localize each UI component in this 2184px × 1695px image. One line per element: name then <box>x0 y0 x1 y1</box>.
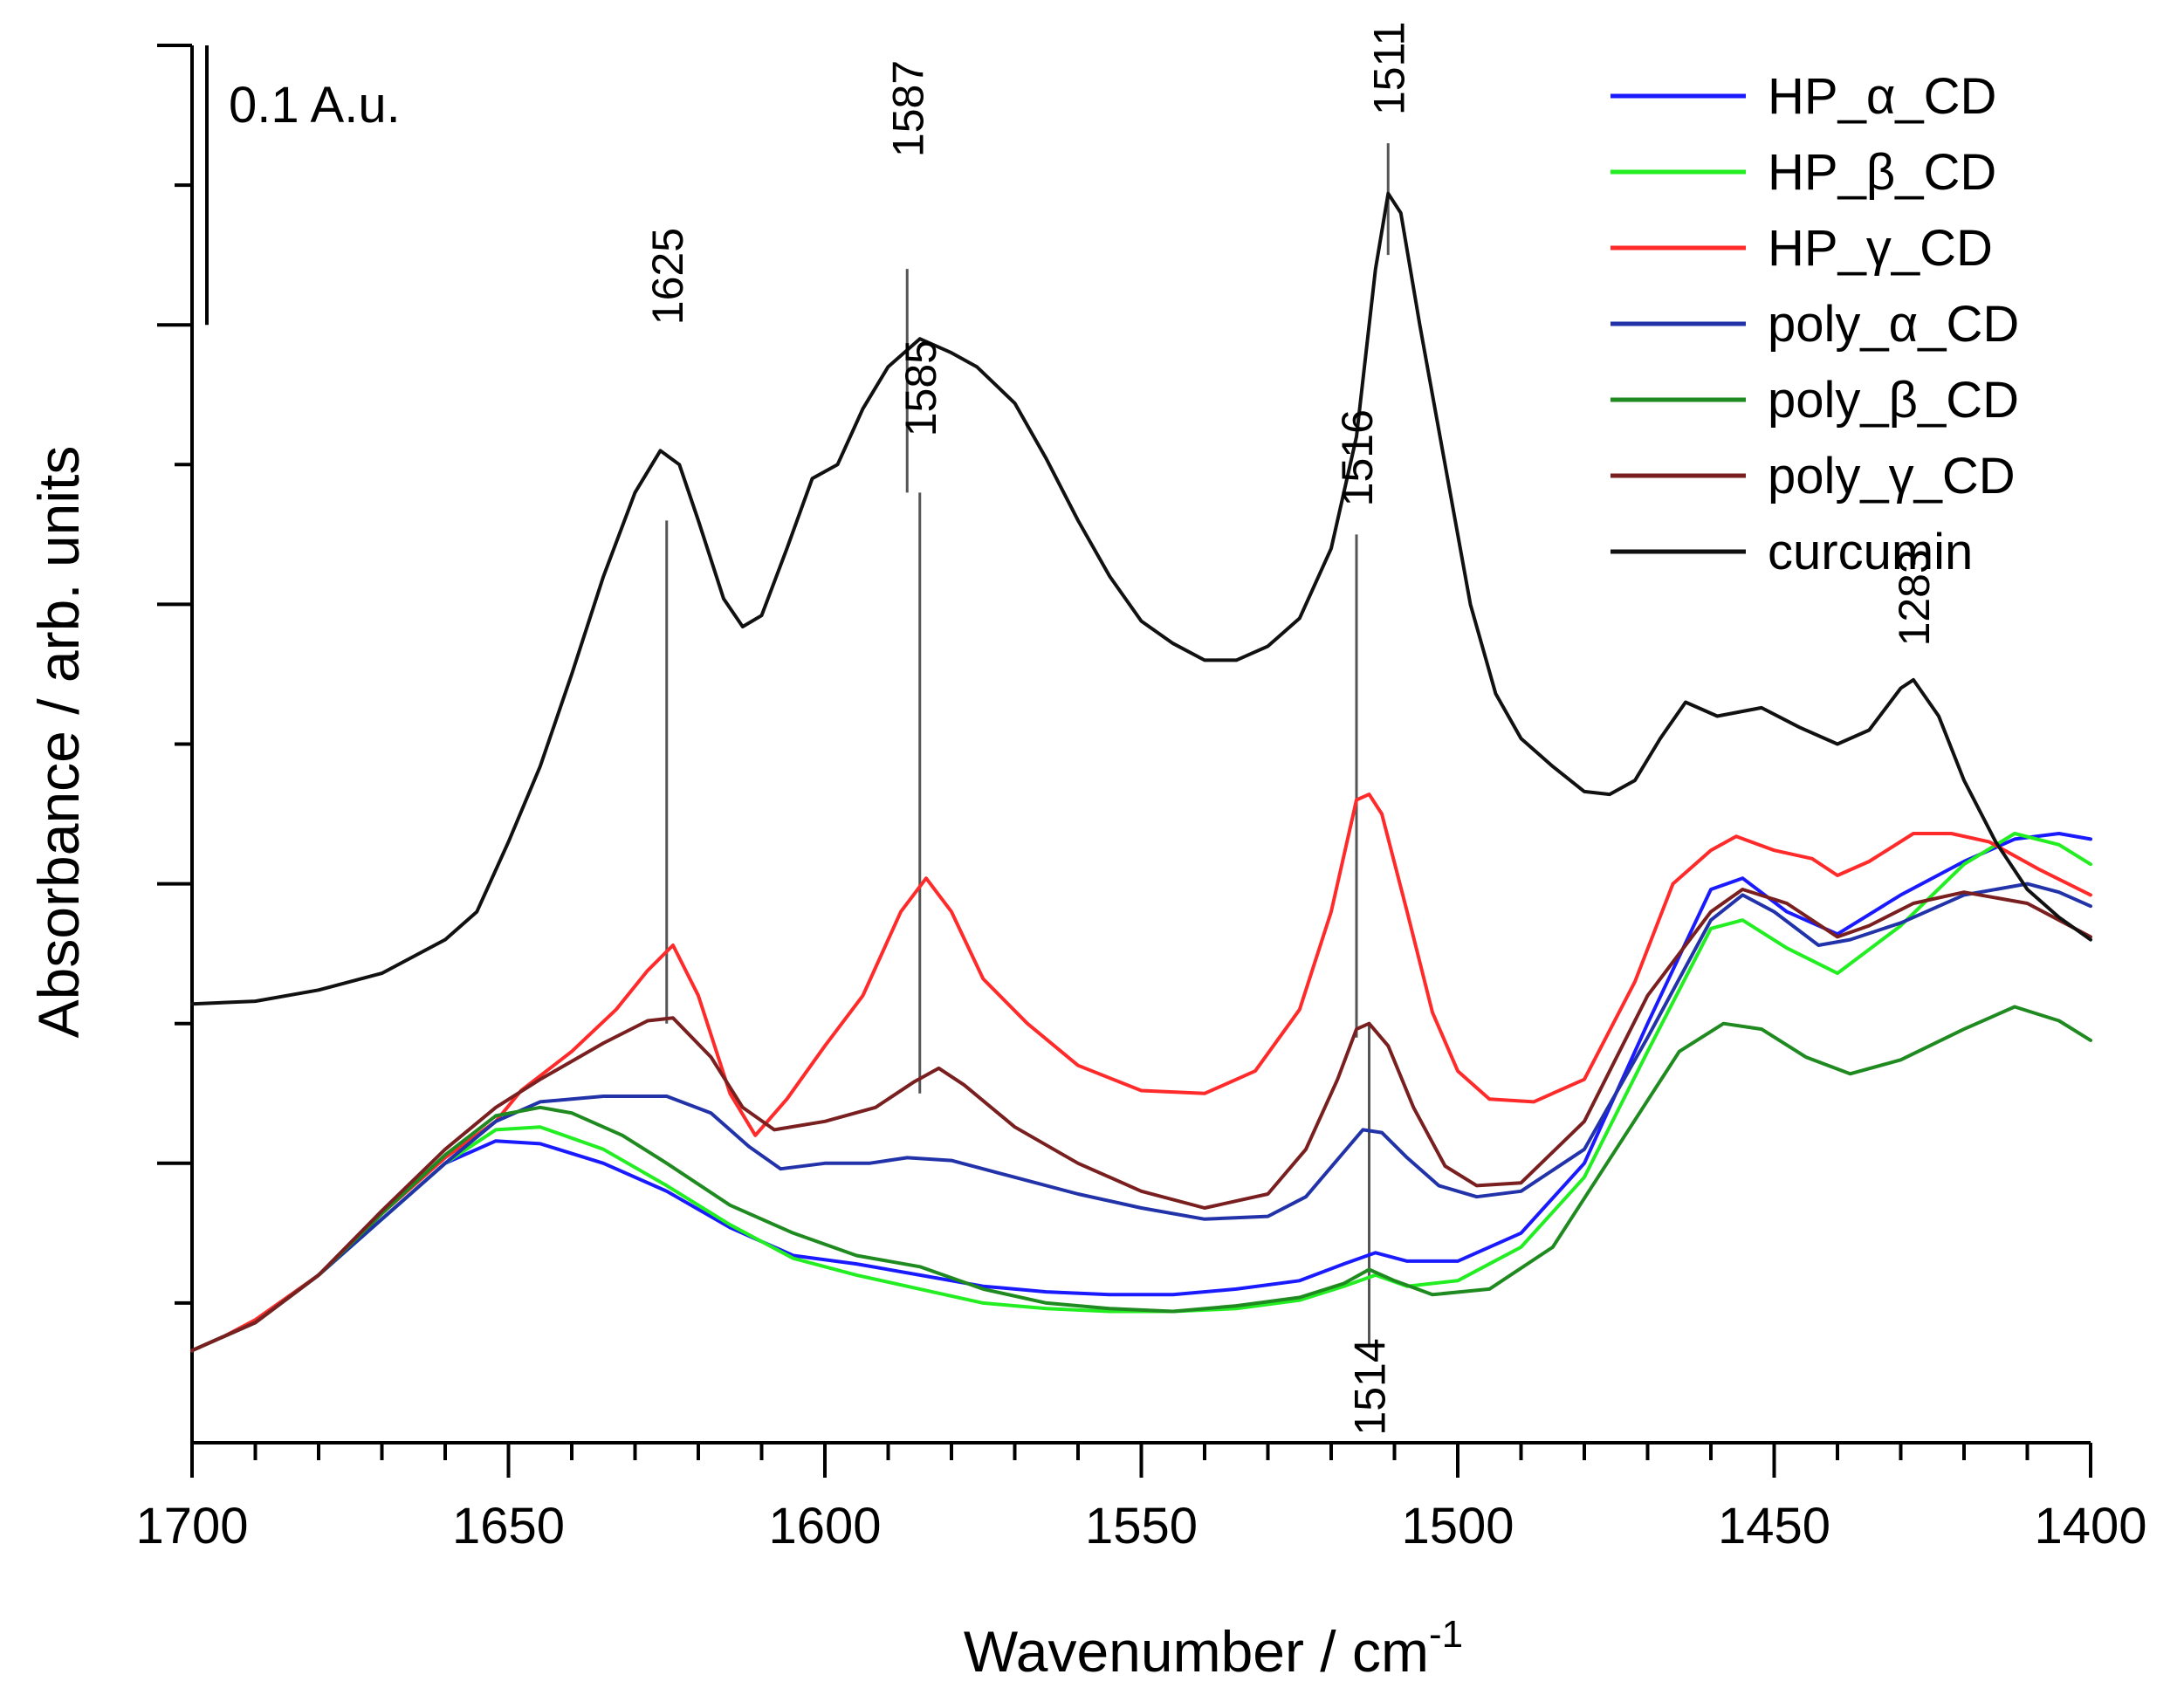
spectra <box>190 191 2092 1353</box>
y-axis-title: Absorbance / arb. units <box>26 446 91 1039</box>
peak-label-1585: 1585 <box>896 340 945 436</box>
series-hp-cd <box>190 793 2092 1353</box>
x-tick-label: 1550 <box>1085 1498 1198 1554</box>
legend-label: HP_α_CD <box>1768 68 1996 125</box>
legend-label: HP_γ_CD <box>1768 220 1993 277</box>
legend-label: poly_α_CD <box>1768 296 2019 353</box>
series-curcumin <box>190 191 2092 1006</box>
axes: 1700 1650 1600 1550 1500 1450 1400 <box>135 44 2147 1554</box>
series-poly-cd <box>190 888 2092 1353</box>
peak-label-1625: 1625 <box>643 228 692 325</box>
x-axis-title-main: Wavenumber / cm <box>964 1619 1429 1684</box>
peak-guide-lines <box>665 143 1390 1345</box>
series-poly-cd <box>190 882 2092 1353</box>
legend-label: curcumin <box>1768 524 1973 580</box>
x-tick-label: 1700 <box>135 1498 248 1554</box>
series-poly-cd <box>190 1005 2092 1353</box>
scale-bar: 0.1 A.u. <box>205 45 401 326</box>
x-tick-label: 1400 <box>2034 1498 2146 1554</box>
series-hp-cd <box>190 832 2092 1353</box>
peak-label-1511: 1511 <box>1364 22 1413 116</box>
peak-annotations: 1625 1587 1585 1511 1516 1514 1283 <box>643 22 1939 1436</box>
peak-label-1516: 1516 <box>1333 409 1382 506</box>
x-axis-title: Wavenumber / cm-1 <box>964 1613 1463 1684</box>
x-tick-label: 1500 <box>1401 1498 1514 1554</box>
x-tick-label: 1600 <box>768 1498 881 1554</box>
legend-label: HP_β_CD <box>1768 144 1996 201</box>
peak-label-1514: 1514 <box>1346 1338 1395 1435</box>
x-axis-title-superscript: -1 <box>1429 1613 1463 1656</box>
peak-label-1283: 1283 <box>1890 549 1939 646</box>
legend-label: poly_γ_CD <box>1768 448 2016 504</box>
legend: HP_α_CD HP_β_CD HP_γ_CD poly_α_CD poly_β_CDp… <box>1611 68 2019 580</box>
peak-label-1587: 1587 <box>883 60 932 157</box>
x-tick-label: 1450 <box>1718 1498 1830 1554</box>
legend-label: poly_β_CD <box>1768 372 2019 429</box>
series-hp-cd <box>190 832 2092 1353</box>
scale-bar-label: 0.1 A.u. <box>229 77 401 134</box>
x-tick-label: 1650 <box>452 1498 565 1554</box>
